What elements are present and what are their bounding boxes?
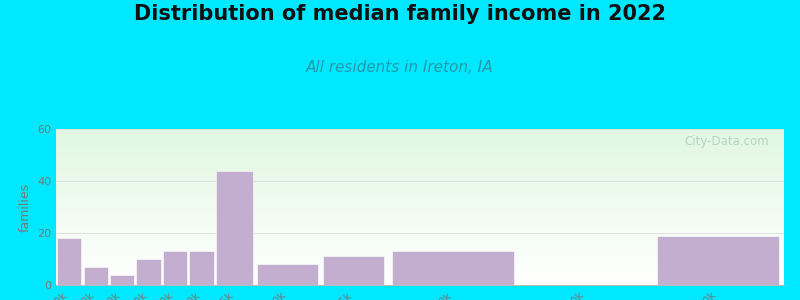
- Bar: [56, 240, 784, 242]
- Bar: [83, 267, 108, 285]
- Bar: [56, 246, 784, 248]
- Bar: [56, 248, 784, 250]
- Bar: [56, 166, 784, 168]
- Bar: [56, 135, 784, 137]
- Bar: [56, 137, 784, 139]
- Bar: [56, 146, 784, 148]
- Bar: [56, 230, 784, 232]
- Bar: [56, 190, 784, 191]
- Bar: [56, 234, 784, 236]
- Bar: [56, 229, 784, 230]
- Bar: [392, 251, 514, 285]
- Bar: [56, 158, 784, 160]
- Bar: [56, 262, 784, 264]
- Bar: [56, 238, 784, 240]
- Bar: [56, 258, 784, 260]
- Bar: [56, 172, 784, 174]
- Bar: [56, 256, 784, 258]
- Bar: [56, 260, 784, 262]
- Bar: [56, 184, 784, 185]
- Text: City-Data.com: City-Data.com: [685, 135, 770, 148]
- Bar: [56, 269, 784, 271]
- Bar: [56, 170, 784, 172]
- Bar: [56, 145, 784, 146]
- Bar: [56, 191, 784, 193]
- Bar: [56, 205, 784, 207]
- Bar: [56, 174, 784, 176]
- Bar: [323, 256, 384, 285]
- Bar: [56, 150, 784, 152]
- Bar: [56, 139, 784, 141]
- Bar: [56, 193, 784, 195]
- Bar: [56, 148, 784, 150]
- Bar: [56, 220, 784, 223]
- Bar: [56, 160, 784, 162]
- Bar: [56, 142, 784, 145]
- Bar: [56, 226, 784, 229]
- Bar: [56, 168, 784, 170]
- Bar: [56, 185, 784, 188]
- Bar: [56, 250, 784, 252]
- Bar: [56, 252, 784, 254]
- Bar: [657, 236, 778, 285]
- Bar: [56, 195, 784, 197]
- Bar: [56, 283, 784, 285]
- Bar: [56, 213, 784, 215]
- Bar: [56, 223, 784, 224]
- Bar: [56, 141, 784, 142]
- Bar: [56, 154, 784, 156]
- Bar: [56, 271, 784, 273]
- Bar: [56, 264, 784, 266]
- Bar: [56, 129, 784, 131]
- Bar: [56, 209, 784, 211]
- Bar: [56, 244, 784, 246]
- Bar: [56, 156, 784, 158]
- Bar: [56, 273, 784, 275]
- Bar: [56, 133, 784, 135]
- Bar: [56, 131, 784, 133]
- Bar: [56, 162, 784, 164]
- Bar: [163, 251, 187, 285]
- Bar: [56, 236, 784, 238]
- Bar: [56, 232, 784, 234]
- Text: All residents in Ireton, IA: All residents in Ireton, IA: [306, 60, 494, 75]
- Bar: [56, 224, 784, 226]
- Bar: [56, 219, 784, 220]
- Bar: [56, 178, 784, 180]
- Bar: [56, 275, 784, 277]
- Bar: [56, 281, 784, 283]
- Bar: [56, 217, 784, 219]
- Bar: [57, 238, 82, 285]
- Bar: [56, 201, 784, 203]
- Bar: [56, 279, 784, 281]
- Bar: [56, 211, 784, 213]
- Bar: [56, 182, 784, 184]
- Bar: [56, 180, 784, 182]
- Bar: [110, 274, 134, 285]
- Bar: [56, 203, 784, 205]
- Bar: [56, 199, 784, 201]
- Bar: [56, 188, 784, 190]
- Bar: [56, 254, 784, 256]
- Bar: [56, 152, 784, 154]
- Bar: [56, 197, 784, 199]
- Bar: [56, 242, 784, 244]
- Bar: [56, 277, 784, 279]
- Bar: [56, 207, 784, 209]
- Bar: [257, 264, 318, 285]
- Bar: [217, 171, 253, 285]
- Bar: [56, 164, 784, 166]
- Bar: [56, 268, 784, 269]
- Bar: [56, 176, 784, 178]
- Bar: [137, 259, 161, 285]
- Text: Distribution of median family income in 2022: Distribution of median family income in …: [134, 4, 666, 25]
- Bar: [56, 266, 784, 268]
- Bar: [56, 215, 784, 217]
- Bar: [190, 251, 214, 285]
- Y-axis label: families: families: [18, 182, 31, 232]
